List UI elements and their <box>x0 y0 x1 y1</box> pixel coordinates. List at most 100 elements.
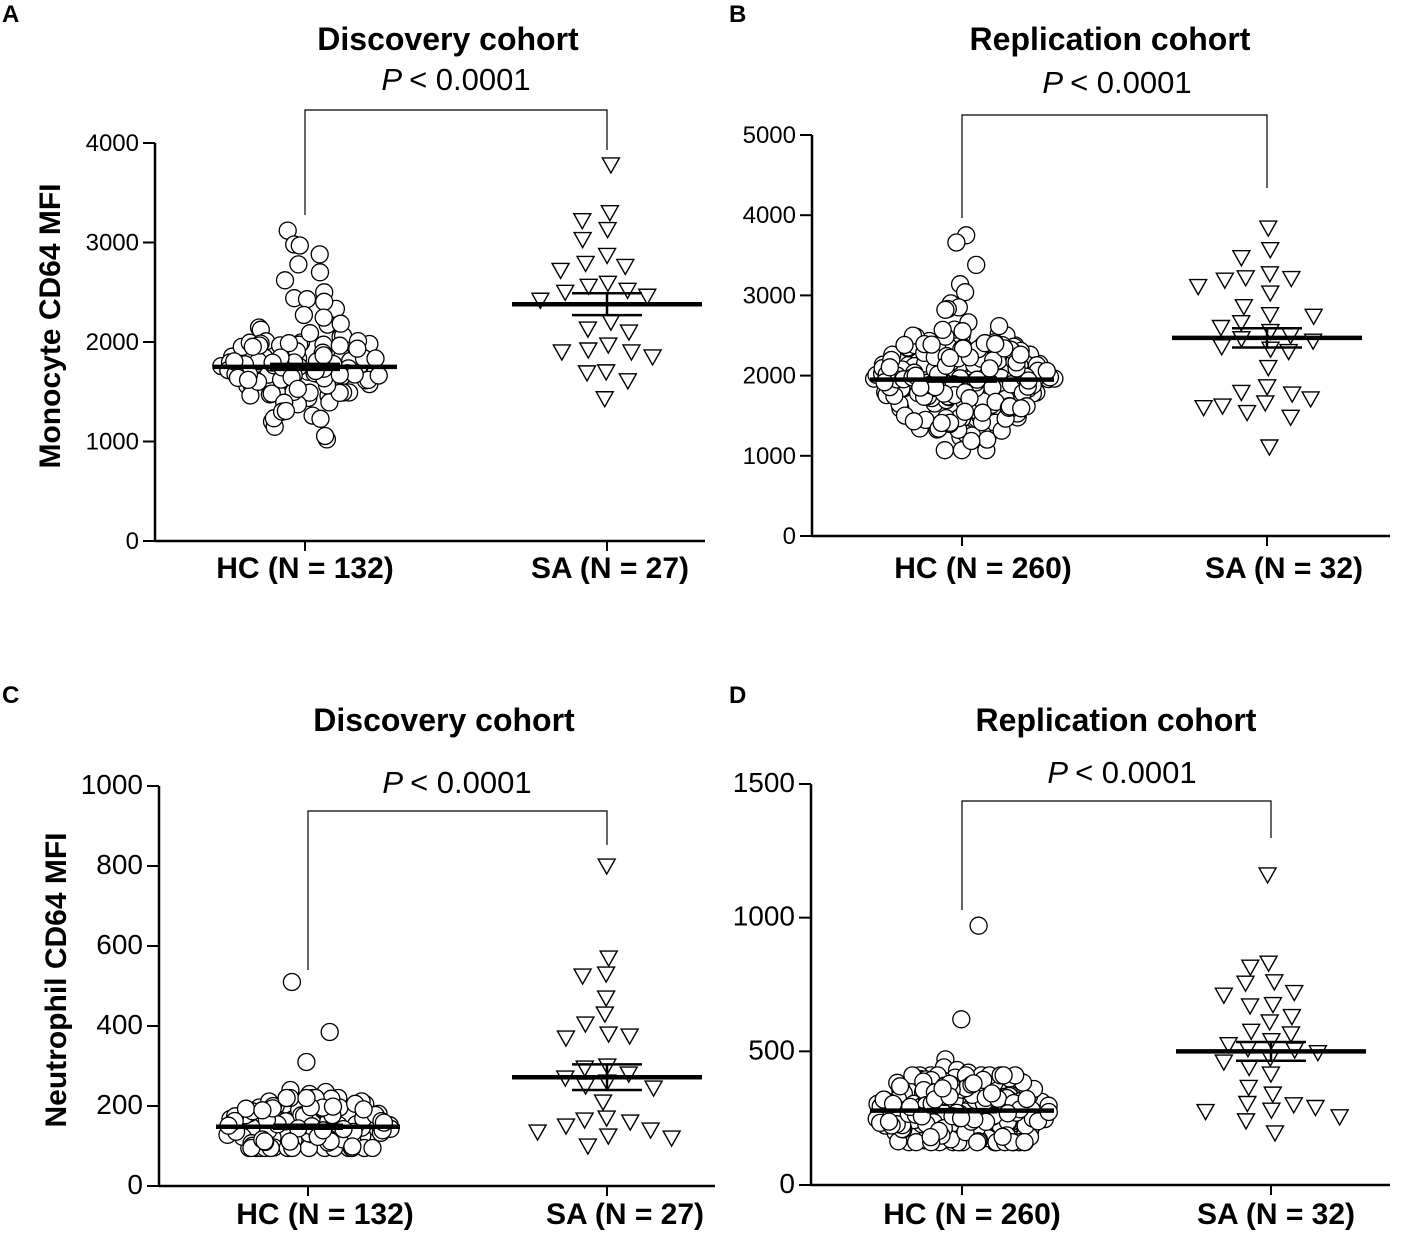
sa-data-point <box>1193 400 1214 418</box>
sa-data-point <box>1211 319 1231 337</box>
p-symbol: P <box>381 62 402 97</box>
sa-data-point <box>593 1094 613 1112</box>
sa-data-point <box>1258 359 1279 378</box>
y-tick-label: 0 <box>779 1168 795 1199</box>
hc-data-point <box>989 316 1009 336</box>
hc-data-point <box>935 441 954 460</box>
hc-data-point <box>366 349 385 368</box>
sa-data-point <box>1255 395 1275 413</box>
sa-data-point <box>530 292 551 310</box>
sa-data-point <box>572 212 592 231</box>
hc-data-point <box>967 255 986 275</box>
hc-data-point <box>282 972 302 992</box>
hc-data-point <box>973 403 992 422</box>
hc-data-point <box>952 1010 971 1029</box>
sa-data-point <box>1218 1036 1239 1055</box>
x-tick-label-hc: HC (N = 132) <box>216 552 394 585</box>
sa-data-point <box>1258 955 1279 973</box>
y-tick-label: 4000 <box>743 202 796 229</box>
panel-letter-b: B <box>729 1 746 28</box>
hc-data-point <box>297 1088 316 1108</box>
sa-data-point <box>577 365 597 383</box>
sa-data-point <box>1303 308 1324 326</box>
sa-data-point <box>596 1110 617 1128</box>
plot-area: 0 1000 2000 3000 4000 5000 <box>743 114 1390 550</box>
sa-data-point <box>1263 1086 1283 1104</box>
sa-data-point <box>1264 974 1285 992</box>
panel-A: A Discovery cohort P < 0.0001 Monocyte CD… <box>2 1 705 585</box>
sa-data-point <box>1284 984 1304 1003</box>
sa-data-point <box>1261 1102 1282 1120</box>
sa-data-point <box>1329 1109 1350 1127</box>
sa-data-point <box>595 391 615 409</box>
y-tick-label: 3000 <box>86 230 139 257</box>
sa-data-point <box>1282 1008 1302 1027</box>
hc-data-point <box>895 335 914 355</box>
hc-data-point <box>953 322 972 341</box>
p-value-label: P < 0.0001 <box>1042 65 1191 100</box>
hc-data-point <box>936 300 955 319</box>
hc-data-point <box>962 431 981 451</box>
sa-data-point <box>597 221 618 240</box>
hc-data-point <box>297 290 317 309</box>
sa-data-point <box>600 204 620 223</box>
y-tick-label: 0 <box>126 528 139 555</box>
hc-data-point <box>982 1084 1002 1103</box>
sa-data-point <box>1238 1079 1259 1097</box>
panel-B: B Replication cohort P < 0.0001 HC (N = 2… <box>729 1 1390 585</box>
y-tick-label: 200 <box>96 1089 143 1120</box>
y-tick-label: 1000 <box>743 443 796 470</box>
hc-data-point <box>880 358 899 377</box>
plot-area: 0 500 1000 1500 <box>733 767 1390 1199</box>
sa-data-point <box>1237 404 1257 422</box>
sa-data-point <box>620 1114 640 1132</box>
p-symbol: P <box>382 765 403 800</box>
sa-data-point <box>574 1112 595 1130</box>
hc-data-point <box>933 1079 952 1098</box>
sa-data-point <box>1231 314 1251 333</box>
sa-data-point <box>619 324 639 342</box>
y-axis-label: Monocyte CD64 MFI <box>34 183 67 468</box>
sa-data-point <box>575 255 596 273</box>
p-value: < 0.0001 <box>1075 755 1197 790</box>
sa-data-point <box>1260 242 1280 260</box>
panel-C: C Discovery cohort P < 0.0001 Neutrophil … <box>2 682 715 1231</box>
plot-area: 0 200 400 600 800 1000 <box>81 769 715 1200</box>
sa-data-point <box>527 1124 548 1142</box>
hc-data-point <box>320 1022 339 1042</box>
hc-data-point <box>294 305 314 325</box>
hc-data-point <box>311 409 330 428</box>
hc-data-point <box>879 1112 899 1131</box>
sa-data-point <box>1241 1023 1261 1041</box>
sa-data-point <box>598 950 619 968</box>
y-tick-label: 1000 <box>86 429 139 456</box>
sa-data-point <box>1215 272 1235 290</box>
y-tick-label: 4000 <box>86 130 139 157</box>
hc-data-point <box>253 1101 272 1120</box>
x-tick-label-sa: SA (N = 27) <box>546 1198 704 1231</box>
sa-data-point <box>1235 975 1256 993</box>
sa-data-point <box>1257 867 1278 885</box>
sa-data-point <box>1239 1059 1259 1077</box>
significance-bracket <box>961 800 1272 910</box>
hc-data-point <box>289 255 308 274</box>
x-tick-label-hc: HC (N = 260) <box>894 552 1072 585</box>
sa-data-point <box>1257 379 1277 397</box>
sa-data-point <box>1234 298 1254 317</box>
p-symbol: P <box>1047 755 1068 790</box>
hc-data-point <box>968 1133 987 1152</box>
sa-data-point <box>621 344 642 362</box>
hc-data-point <box>262 384 281 403</box>
x-tick-label-hc: HC (N = 260) <box>883 1198 1061 1231</box>
sa-data-point <box>1284 1097 1304 1115</box>
hc-data-point <box>904 412 924 431</box>
hc-data-point <box>986 334 1005 354</box>
hc-data-point <box>280 1132 300 1151</box>
significance-bracket <box>304 109 608 215</box>
sa-data-point <box>619 1028 640 1046</box>
hc-data-point <box>300 324 320 343</box>
panel-letter-a: A <box>2 1 19 28</box>
y-tick-label: 0 <box>127 1169 143 1200</box>
p-value-label: P < 0.0001 <box>382 765 531 800</box>
sa-data-point <box>617 282 638 300</box>
